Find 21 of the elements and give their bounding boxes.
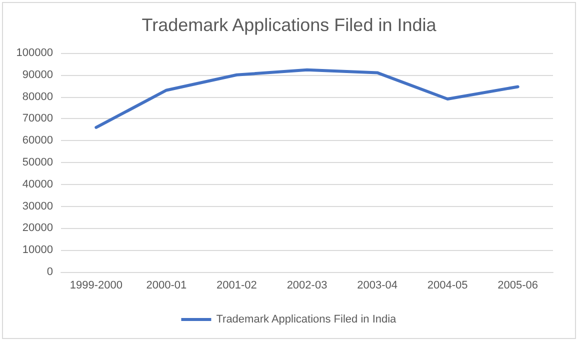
x-tick-label: 2003-04 (357, 280, 398, 292)
x-tick-label: 2000-01 (146, 280, 187, 292)
x-tick-label: 2005-06 (498, 280, 538, 292)
y-tick-label: 50000 (22, 156, 53, 168)
y-tick-label: 90000 (22, 68, 53, 81)
line-series (94, 68, 520, 129)
x-tick-label: 2004-05 (427, 280, 468, 292)
chart-title: Trademark Applications Filed in India (142, 15, 438, 35)
y-tick-label: 70000 (22, 112, 53, 125)
x-tick-label: 2002-03 (286, 280, 328, 292)
x-tick-label: 2001-02 (216, 280, 257, 292)
y-tick-label: 10000 (22, 244, 53, 256)
y-tick-label: 20000 (22, 222, 53, 234)
y-tick-label: 100000 (16, 47, 53, 59)
y-tick-label: 40000 (22, 178, 53, 190)
x-tick-label: 1999-2000 (70, 280, 122, 292)
y-tick-label: 30000 (22, 200, 53, 212)
y-tick-label: 0 (46, 266, 53, 278)
legend-label: Trademark Applications Filed in India (216, 314, 398, 326)
y-tick-label: 60000 (22, 134, 53, 147)
y-tick-label: 80000 (22, 90, 53, 103)
